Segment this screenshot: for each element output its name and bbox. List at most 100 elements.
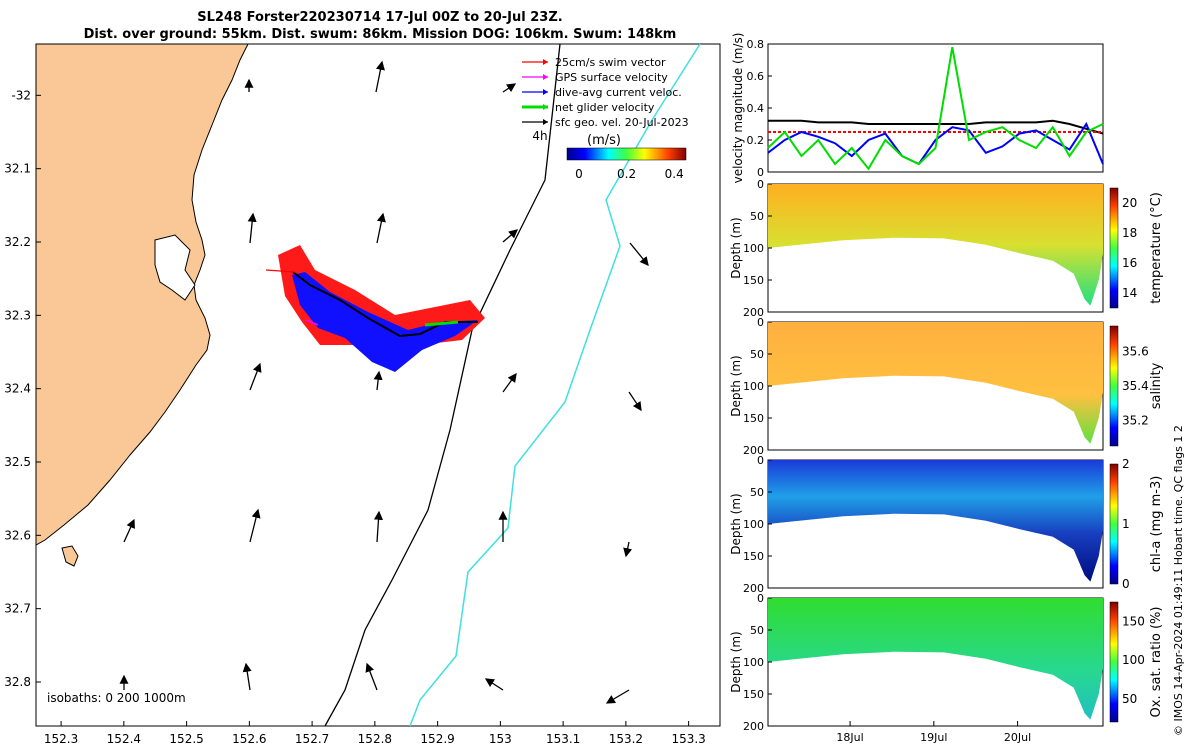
gps-surface-velocity [305,319,319,326]
dive-avg-current-cloud [292,272,478,372]
time-tick-label: 18Jul [836,731,863,744]
time-step-label: 4h [532,129,547,143]
velocity-series-line [767,121,1104,166]
depth-ylabel: Depth (m) [729,217,743,278]
map-x-tick-label: 152.7 [295,732,329,746]
profile-colorbar-tick: 35.4 [1122,379,1149,393]
profile-colorbar-tick: 35.2 [1122,413,1149,427]
velocity-magnitude-panel: 0 0.2 0.4 0.6 0.8 velocity magnitude (m/s) [731,33,1104,184]
map-x-tick-label: 152.9 [420,732,454,746]
map-y-tick-label: 32.7 [4,602,31,616]
profile-colorbar [1109,325,1119,447]
profile-colorbar-tick: 100 [1122,653,1145,667]
depth-tick-label: 200 [743,306,764,319]
legend-arrowhead [543,119,548,125]
legend-arrowhead [543,59,548,65]
velocity-series-line [767,47,1104,171]
figure-title-line1: SL248 Forster220230714 17-Jul 00Z to 20-… [197,10,563,25]
legend-label: net glider velocity [555,101,655,114]
map-x-tick-label: 153 [489,732,512,746]
depth-ylabel: Depth (m) [729,355,743,416]
depth-tick-label: 0 [757,178,764,191]
profile-colorbar-label: chl-a (mg m-3) [1149,476,1164,573]
copyright-note: © IMOS 14-Apr-2024 01:49:11 Hobart time.… [1172,425,1185,736]
map-y-tick-label: 32.3 [4,308,31,322]
island-south [61,545,79,567]
velocity-y-tick-label: 0.4 [747,102,765,115]
figure-title-line2: Dist. over ground: 55km. Dist. swum: 86k… [83,27,677,42]
velocity-y-tick-label: 0.8 [747,38,765,51]
depth-tick-label: 150 [743,688,764,701]
time-axis: 18Jul 19Jul 20Jul [836,721,1031,744]
depth-ylabel: Depth (m) [729,493,743,554]
map-x-tick-label: 153.3 [671,732,705,746]
velocity-axes-frame [767,43,1104,173]
map-x-tick-label: 152.6 [232,732,266,746]
velocity-y-tick-label: 0 [757,166,764,179]
map-legend: 25cm/s swim vector GPS surface velocity di… [522,56,689,129]
depth-tick-label: 150 [743,274,764,287]
colorbar-tick-label: 0.4 [665,167,684,181]
velocity-y-tick-label: 0.6 [747,70,765,83]
map-x-tick-label: 152.5 [169,732,203,746]
profile-panel: 0 50 100 150 200 Depth (m) 14 16 18 20 temperature… [729,178,1164,319]
profile-colorbar-tick: 0 [1122,577,1130,591]
depth-tick-label: 0 [757,454,764,467]
profile-colorbar [1109,463,1119,585]
estuary-lake [154,234,196,301]
depth-tick-label: 0 [757,316,764,329]
isobath-200m [324,43,561,727]
speed-colorbar: (m/s) 4h 0 0.2 0.4 [532,129,687,181]
depth-tick-label: 150 [743,412,764,425]
map-x-tick-label: 152.8 [358,732,392,746]
map-y-tick-label: -32 [11,88,31,102]
profile-panel: 0 50 100 150 200 Depth (m) 50 100 150 Ox. sat. ra… [729,592,1164,733]
profile-colorbar [1109,601,1119,723]
velocity-ylabel: velocity magnitude (m/s) [731,33,745,184]
isobath-label: isobaths: 0 200 1000m [47,691,186,705]
map-x-tick-label: 153.2 [609,732,643,746]
depth-tick-label: 200 [743,444,764,457]
depth-tick-label: 50 [750,486,764,499]
profile-panel: 0 50 100 150 200 Depth (m) 35.2 35.4 35.6salinit… [729,316,1164,457]
depth-tick-label: 200 [743,720,764,733]
legend-label: 25cm/s swim vector [555,56,666,69]
profile-colorbar-tick: 50 [1122,692,1137,706]
map-x-tick-label: 153.1 [546,732,580,746]
profile-colorbar [1109,187,1119,309]
depth-tick-label: 100 [743,518,764,531]
isobath-1000m [409,43,701,727]
profile-colorbar-tick: 18 [1122,226,1137,240]
depth-tick-label: 150 [743,550,764,563]
colorbar-tick-label: 0.2 [617,167,636,181]
time-tick-label: 19Jul [920,731,947,744]
map-y-axis: -32 32.1 32.2 32.3 32.4 32.5 32.6 32.7 32.8 [4,88,41,689]
depth-tick-label: 200 [743,582,764,595]
depth-tick-label: 100 [743,380,764,393]
profile-colorbar-label: Ox. sat. ratio (%) [1149,607,1164,718]
profile-colorbar-tick: 20 [1122,196,1137,210]
map-y-tick-label: 32.2 [4,235,31,249]
depth-tick-label: 50 [750,348,764,361]
depth-tick-label: 100 [743,242,764,255]
map-y-tick-label: 32.6 [4,528,31,542]
legend-label: dive-avg current veloc. [555,86,682,99]
sfc-geo-velocity-arrows [119,60,649,704]
profile-data-field [768,322,1103,444]
profile-colorbar-tick: 14 [1122,286,1137,300]
profile-colorbar-tick: 150 [1122,614,1145,628]
profile-colorbar-label: salinity [1149,362,1164,409]
map-y-tick-label: 32.5 [4,455,31,469]
legend-arrowhead [543,89,548,95]
profile-colorbar-tick: 1 [1122,517,1130,531]
depth-ylabel: Depth (m) [729,631,743,692]
profile-data-field [768,184,1103,306]
red-swim-arrow [265,269,296,273]
profile-data-field [768,460,1103,582]
map-panel: 152.3 152.4 152.5 152.6 152.7 152.8 152.9 153 15… [4,43,721,746]
time-tick-label: 20Jul [1004,731,1031,744]
profile-colorbar-tick: 16 [1122,256,1137,270]
profile-data-field [768,598,1103,720]
legend-arrowhead [543,74,548,80]
profile-colorbar-tick: 35.6 [1122,345,1149,359]
